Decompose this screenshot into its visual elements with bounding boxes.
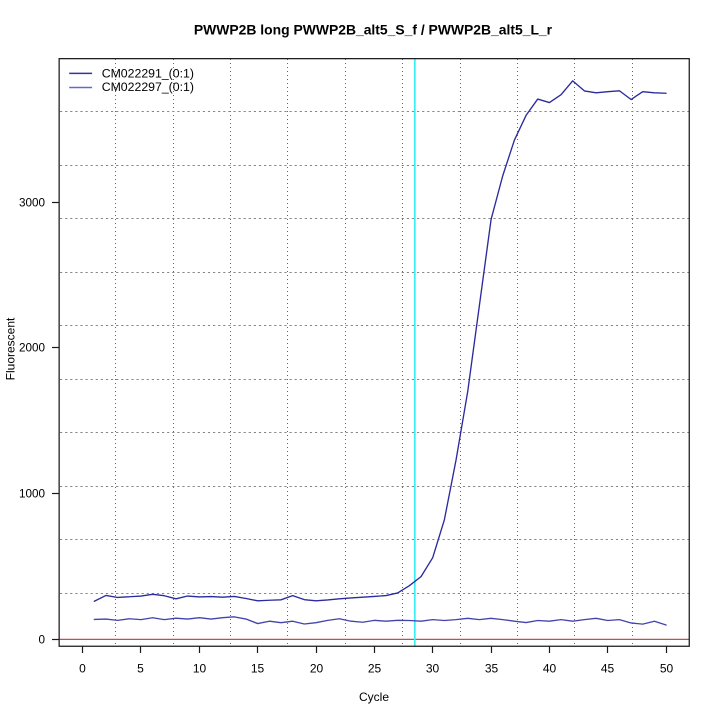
svg-text:25: 25 [368, 661, 382, 675]
svg-text:3000: 3000 [19, 197, 46, 210]
svg-text:50: 50 [660, 661, 674, 675]
svg-text:CM022291_(0:1): CM022291_(0:1) [102, 66, 194, 80]
svg-text:30: 30 [426, 661, 440, 675]
svg-text:45: 45 [601, 661, 615, 675]
svg-text:PWWP2B long PWWP2B_alt5_S_f /: PWWP2B long PWWP2B_alt5_S_f / PWWP2B_alt… [194, 21, 553, 37]
svg-text:Cycle: Cycle [359, 690, 389, 704]
svg-text:Fluorescent: Fluorescent [3, 317, 17, 380]
svg-text:40: 40 [543, 661, 557, 675]
svg-text:0: 0 [38, 634, 45, 647]
svg-text:10: 10 [193, 661, 207, 675]
svg-text:1000: 1000 [19, 488, 46, 501]
svg-text:5: 5 [137, 661, 144, 675]
svg-text:20: 20 [310, 661, 324, 675]
svg-text:15: 15 [251, 661, 265, 675]
svg-text:35: 35 [485, 661, 499, 675]
svg-text:2000: 2000 [19, 342, 46, 355]
svg-text:0: 0 [79, 661, 86, 675]
svg-text:CM022297_(0:1): CM022297_(0:1) [102, 80, 194, 94]
